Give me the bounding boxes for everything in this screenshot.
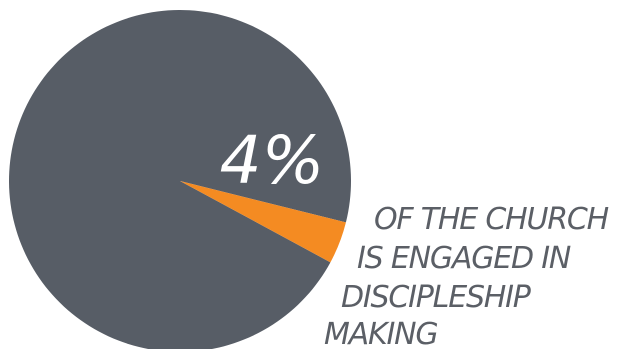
pie-slices [9, 10, 351, 349]
percentage-data-label: 4% [220, 122, 325, 199]
pie-slice-remainder [9, 10, 351, 349]
pie-slice-highlight [180, 181, 346, 263]
